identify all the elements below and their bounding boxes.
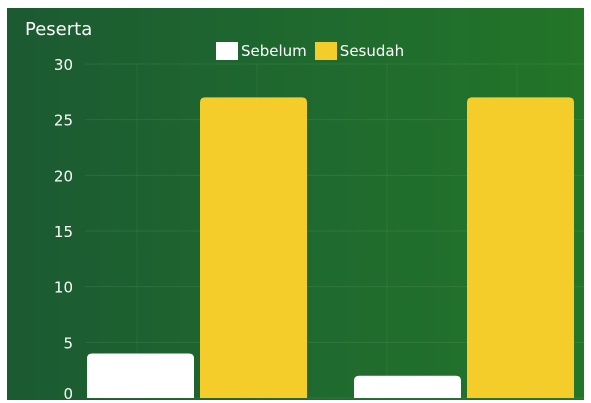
y-tick-label: 20 — [54, 167, 73, 185]
legend-label-sesudah: Sesudah — [339, 42, 405, 60]
legend-label-sebelum: Sebelum — [241, 42, 307, 60]
bar-sebelum-1 — [87, 353, 194, 398]
legend: Sebelum Sesudah — [216, 42, 404, 60]
y-tick-label: 25 — [54, 112, 73, 130]
bar-sebelum-2 — [354, 375, 461, 398]
bars — [87, 97, 574, 399]
y-tick-label: 30 — [54, 56, 73, 74]
legend-item-sebelum: Sebelum — [216, 42, 307, 60]
bar-sesudah-2 — [467, 97, 574, 399]
chart-frame: Peserta Sebelum Sesudah 0 5 10 15 20 25 30 — [7, 8, 584, 400]
legend-swatch-sebelum — [216, 42, 238, 60]
bar-sesudah-1 — [200, 97, 307, 399]
y-tick-label: 10 — [54, 279, 73, 297]
legend-swatch-sesudah — [314, 42, 337, 60]
y-tick-label: 5 — [63, 334, 73, 352]
bar-chart: 0 5 10 15 20 25 30 — [54, 56, 584, 400]
chart-title: Peserta — [25, 19, 93, 40]
y-axis-ticks: 0 5 10 15 20 25 30 — [54, 56, 73, 400]
y-tick-label: 15 — [54, 223, 73, 241]
legend-item-sesudah: Sesudah — [314, 42, 405, 60]
y-tick-label: 0 — [63, 385, 73, 400]
